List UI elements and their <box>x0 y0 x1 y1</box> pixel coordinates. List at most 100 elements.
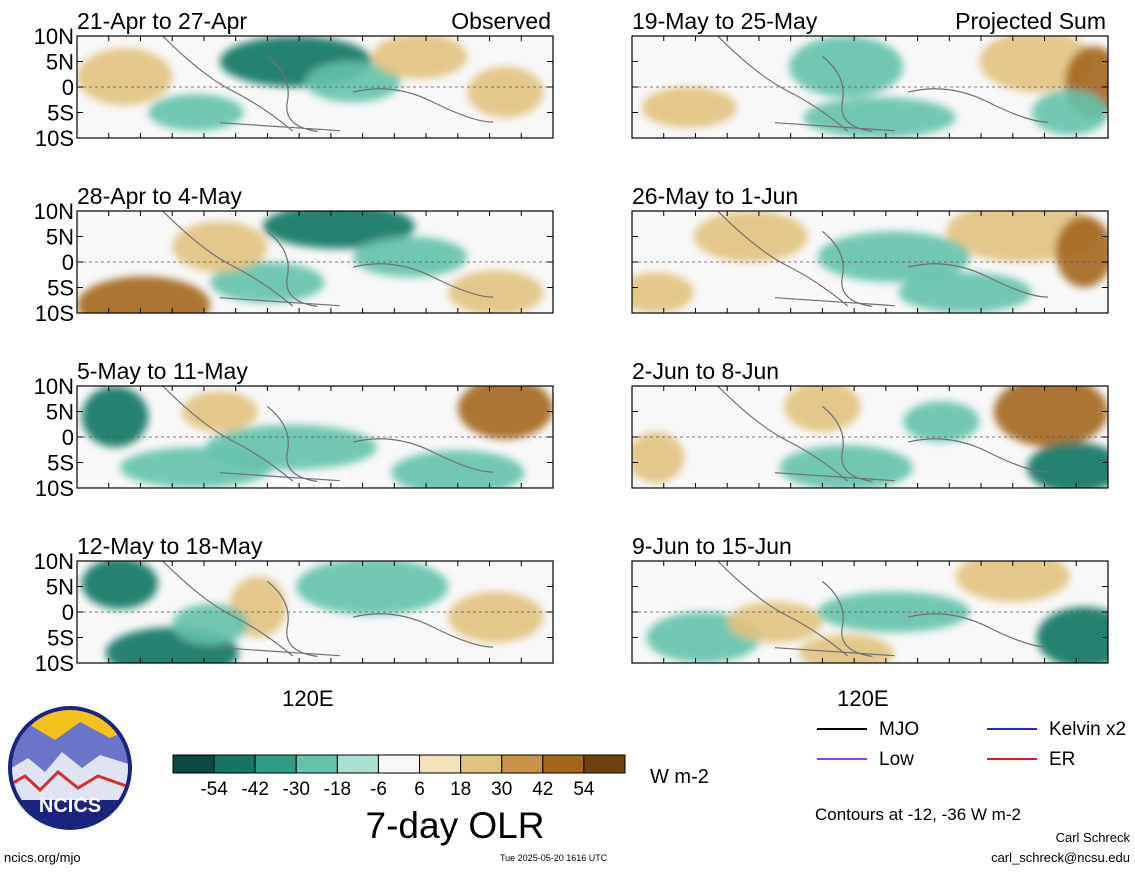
anomaly-blob <box>305 61 401 103</box>
y-tick-label: 5S <box>47 451 74 476</box>
colorbar-swatch <box>542 754 585 774</box>
anomaly-field <box>77 36 544 132</box>
anomaly-blob <box>779 445 913 488</box>
colorbar-swatch <box>295 754 338 774</box>
anomaly-blob <box>77 48 173 106</box>
coastline <box>717 36 1049 132</box>
anomaly-blob <box>727 601 823 643</box>
colorbar-swatch <box>419 754 462 774</box>
anomaly-field <box>641 36 1108 138</box>
anomaly-blob <box>172 221 268 273</box>
panel-title: 12-May to 18-May <box>77 533 263 559</box>
anomaly-blob <box>467 66 544 118</box>
anomaly-blob <box>181 391 258 432</box>
anomaly-field <box>646 561 1108 663</box>
y-tick-label: 10N <box>34 199 74 224</box>
anomaly-blob <box>448 591 544 643</box>
panel-group-label: Observed <box>451 8 551 34</box>
y-tick-label: 10S <box>35 476 74 501</box>
anomaly-blob <box>448 270 544 313</box>
y-tick-label: 5S <box>47 276 74 301</box>
anomaly-blob <box>1027 442 1108 488</box>
y-tick-label: 10S <box>35 126 74 151</box>
anomaly-field <box>81 561 544 663</box>
panel-5: 26-May to 1-Jun <box>631 183 1109 314</box>
legend-label: Kelvin x2 <box>1049 719 1126 740</box>
y-tick-label: 5S <box>47 626 74 651</box>
coastline <box>162 386 494 482</box>
panel-group-label: Projected Sum <box>955 8 1106 34</box>
panel-7: 9-Jun to 15-Jun <box>631 533 1109 664</box>
anomaly-blob <box>789 36 904 98</box>
colorbar-swatch <box>583 754 626 774</box>
anomaly-blob <box>119 447 273 488</box>
contour-note: Contours at -12, -36 W m-2 <box>815 805 1021 824</box>
ncics-logo: NCICS <box>8 706 132 830</box>
colorbar-tick-label: -42 <box>241 779 268 800</box>
colorbar-tick-label: 42 <box>532 779 553 800</box>
anomaly-blob <box>457 386 553 440</box>
x-tick-label: 120E <box>837 686 888 711</box>
panel-title: 2-Jun to 8-Jun <box>632 358 779 384</box>
footer-author: Carl Schreck <box>1055 830 1130 845</box>
panel-title: 9-Jun to 15-Jun <box>632 533 792 559</box>
anomaly-blob <box>817 591 970 633</box>
y-tick-label: 0 <box>62 75 74 100</box>
y-tick-label: 10N <box>34 24 74 49</box>
anomaly-blob <box>172 603 249 645</box>
anomaly-blob <box>817 231 970 283</box>
anomaly-blob <box>993 386 1108 448</box>
y-tick-label: 0 <box>62 425 74 450</box>
panel-title: 5-May to 11-May <box>77 358 248 384</box>
y-tick-label: 10N <box>34 549 74 574</box>
colorbar-swatch <box>377 754 421 774</box>
panel-title: 26-May to 1-Jun <box>632 183 798 209</box>
y-tick-label: 5N <box>46 400 74 425</box>
anomaly-field <box>632 386 1108 488</box>
coastline <box>162 561 494 657</box>
colorbar-tick-label: 6 <box>414 779 425 800</box>
anomaly-blob <box>784 386 861 432</box>
colorbar-tick-label: -30 <box>283 779 310 800</box>
anomaly-blob <box>1031 90 1108 135</box>
footer-timestamp: Tue 2025-05-20 1616 UTC <box>500 853 608 863</box>
anomaly-blob <box>693 211 809 262</box>
anomaly-blob <box>632 431 685 483</box>
coastline <box>717 386 1049 482</box>
anomaly-blob <box>979 36 1094 93</box>
legend-label: Low <box>879 749 914 770</box>
chart-title: 7-day OLR <box>366 805 545 846</box>
y-tick-label: 0 <box>62 250 74 275</box>
anomaly-blob <box>77 276 211 313</box>
colorbar-tick-label: -54 <box>200 779 228 800</box>
anomaly-blob <box>641 87 737 128</box>
panel-4: 19-May to 25-May Projected Sum <box>631 8 1109 139</box>
y-tick-label: 5N <box>46 575 74 600</box>
coastline <box>162 211 494 307</box>
coastline <box>717 561 1049 657</box>
y-tick-label: 0 <box>62 600 74 625</box>
colorbar-tick-label: -6 <box>370 779 387 800</box>
footer-email[interactable]: carl_schreck@ncsu.edu <box>991 850 1130 865</box>
footer-site-link[interactable]: ncics.org/mjo <box>4 850 81 865</box>
panel-title: 21-Apr to 27-Apr <box>77 8 247 34</box>
colorbar-tick-label: -18 <box>324 779 351 800</box>
legend-label: ER <box>1049 749 1075 770</box>
colorbar-tick-label: 54 <box>573 779 595 800</box>
anomaly-blob <box>632 272 694 313</box>
anomaly-blob <box>955 561 1070 602</box>
y-tick-label: 5S <box>47 101 74 126</box>
anomaly-blob <box>898 272 1032 313</box>
anomaly-blob <box>353 236 468 278</box>
colorbar-swatch <box>254 754 297 774</box>
colorbar-swatch <box>460 754 503 774</box>
panel-title: 19-May to 25-May <box>632 8 818 34</box>
anomaly-field <box>81 386 553 488</box>
panel-title: 28-Apr to 4-May <box>77 183 242 209</box>
colorbar-swatch <box>213 754 256 774</box>
